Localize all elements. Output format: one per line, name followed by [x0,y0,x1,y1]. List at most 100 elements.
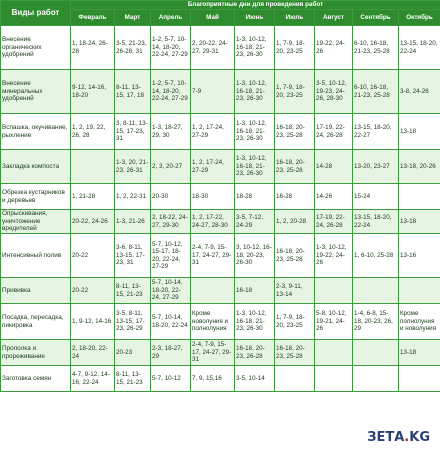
table-row: Внесение минеральных удобрений 9-12, 14-1… [0,69,440,114]
days-cell: 15-24 [352,183,399,210]
days-cell: 2, 3, 20-27 [150,149,191,184]
days-cell: 8-11, 13-15, 21-23 [114,365,151,392]
watermark-right: KG [409,430,430,445]
days-cell [398,365,440,392]
days-cell: 8-11, 13-15, 17, 18 [114,69,151,114]
work-type-cell: Опрыскивания, уничтожение вредителей [0,209,71,234]
days-cell: 14-26 [314,183,353,210]
days-cell: 3-5, 10-12, 19-23, 24-26, 28-30 [314,69,353,114]
month-header: Май [190,9,235,26]
work-type-cell: Посадка, пересадка, пикировка [0,303,71,340]
days-cell: 1-4, 6-8, 15-18, 20-23, 26, 29 [352,303,399,340]
table-row: Заготовка семян 4-7, 9-12, 14-16, 22-24 8-… [0,365,440,392]
days-cell: 1, 6-10, 25-28 [352,233,399,278]
days-cell: 3, 10-12, 16-18, 20-23, 26-30 [234,233,275,278]
table-row: Внесение органических удобрений 1, 18-24,… [0,25,440,70]
days-cell: 13-18 [398,113,440,150]
days-cell: 2, 20-22, 24-27, 29-31 [190,25,235,70]
days-cell: 3-5, 7-12, 24-29 [234,209,275,234]
days-cell: 19-22, 24-26 [314,25,353,70]
header-work-types: Виды работ [0,0,71,26]
days-cell: 1, 7-9, 18-20, 23-25 [274,69,315,114]
days-cell: 20-22 [70,233,115,278]
days-cell [314,365,353,392]
days-cell: 8-11, 13-15, 21-23 [114,277,151,304]
work-type-cell: Закладка компоста [0,149,71,184]
month-header: Октябрь [398,9,440,26]
days-cell: 2, 18-22, 24-27, 29-30 [150,209,191,234]
days-cell: 13-15, 18-20, 22-24 [352,209,399,234]
days-cell: 1, 2, 19, 22, 26, 28 [70,113,115,150]
days-cell: 1, 2, 17-24, 27-29 [190,149,235,184]
days-cell: 1, 2, 17-22, 24-27, 28-30 [190,209,235,234]
days-cell [314,277,353,304]
days-cell: 3, 8-11, 13-15, 17-23, 31 [114,113,151,150]
days-cell: 1-3, 18-27, 29, 30 [150,113,191,150]
days-cell: 20-30 [150,183,191,210]
days-cell: 18-28 [234,183,275,210]
watermark-dot: . [404,430,410,445]
days-cell [274,365,315,392]
days-cell: 2-3, 9-11, 13-14 [274,277,315,304]
header-favorable-days: Благоприятные дни для проведения работ [70,0,440,10]
days-cell: 3-8, 24-26 [398,69,440,114]
month-header: Июль [274,9,315,26]
days-cell [398,277,440,304]
table-row: Закладка компоста 1-3, 20, 21-23, 26-31 2,… [0,149,440,184]
work-type-cell: Интенсивный полив [0,233,71,278]
days-cell [398,183,440,210]
days-cell: 16-18, 20-23, 26-28 [234,339,275,366]
days-cell: 5-7, 10-12, 15-17, 18-20, 22-24, 27-29 [150,233,191,278]
calendar-table: Виды работ Благоприятные дни для проведе… [0,0,440,392]
days-cell: 1, 2, 22-31 [114,183,151,210]
days-cell: 7, 9, 15,16 [190,365,235,392]
days-cell: 1-3, 10-12, 16-18, 21-23, 26-30 [234,25,275,70]
table-row: Обрезка кустарников и деревьев 1, 21-28 1,… [0,183,440,210]
days-cell: 13-16 [398,233,440,278]
table-row: Прививка 20-22 8-11, 13-15, 21-23 5-7, 10-1… [0,277,440,304]
days-cell: 1-2, 5-7, 10-14, 18-20, 22-24, 27-29 [150,25,191,70]
days-cell: 1, 7-9, 18-20, 23-25 [274,25,315,70]
days-cell: 3-5, 10-14 [234,365,275,392]
days-cell [314,339,353,366]
days-cell: 20-23 [114,339,151,366]
days-cell: 4-7, 9-12, 14-16, 22-24 [70,365,115,392]
days-cell: 3-5, 21-23, 26-28, 31 [114,25,151,70]
days-cell: 1-3, 21-26 [114,209,151,234]
days-cell: 1, 2, 20-28 [274,209,315,234]
work-type-cell: Прополка и прореживание [0,339,71,366]
days-cell: 13-15, 18-20, 22-27 [352,113,399,150]
days-cell: 16-18, 20-23, 25-28 [274,233,315,278]
days-cell: 1-3, 10-12, 16-18, 21-23, 26-30 [234,69,275,114]
days-cell: 16-18 [234,277,275,304]
days-cell: 2-3, 18-27, 29 [150,339,191,366]
days-cell: 16-18, 20-23, 25-28 [274,339,315,366]
work-type-cell: Внесение минеральных удобрений [0,69,71,114]
days-cell: 6-10, 16-18, 21-23, 25-28 [352,25,399,70]
days-cell: 9-12, 14-16, 18-20 [70,69,115,114]
work-type-cell: Внесение органических удобрений [0,25,71,70]
month-header: Апрель [150,9,191,26]
days-cell: 5-8, 10-12, 19-21, 24-26 [314,303,353,340]
days-cell: 13-20, 23-27 [352,149,399,184]
days-cell: 5-7, 10-14, 18-20, 22-24 [150,303,191,340]
month-header: Март [114,9,151,26]
days-cell [352,277,399,304]
days-cell: 2-4, 7-9, 15-17, 24-27, 29-31 [190,339,235,366]
days-cell: 18-30 [190,183,235,210]
table-row: Прополка и прореживание 2, 18-20, 22-24 20… [0,339,440,366]
days-cell: 17-19, 22-24, 26-28 [314,113,353,150]
days-cell: 13-18 [398,339,440,366]
days-cell: 1, 7-9, 18-20, 23-25 [274,303,315,340]
days-cell: 16-18, 20-23, 25-28 [274,149,315,184]
days-cell: 6-10, 16-18, 21-23, 25-28 [352,69,399,114]
days-cell: 20-22, 24-26 [70,209,115,234]
days-cell: 3-6, 8-11, 13-15, 17-23, 31 [114,233,151,278]
table-row: Посадка, пересадка, пикировка 1, 9-12, 14… [0,303,440,340]
days-cell [70,149,115,184]
table-row: Интенсивный полив 20-22 3-6, 8-11, 13-15, … [0,233,440,278]
month-header: Июнь [234,9,275,26]
days-cell: 2-4, 7-9, 15-17, 24-27, 29-31 [190,233,235,278]
days-cell: 1, 21-28 [70,183,115,210]
